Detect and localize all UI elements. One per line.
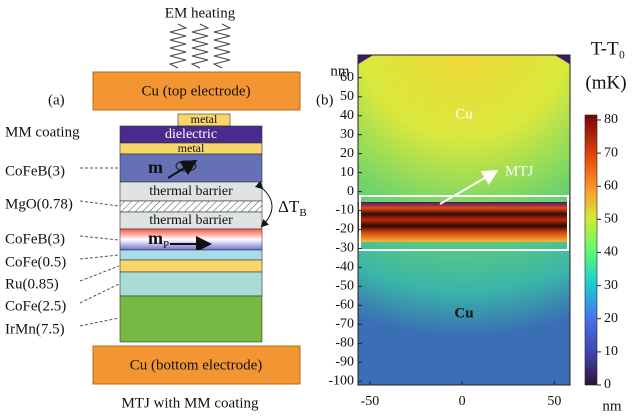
- x-tick-label: 50: [547, 394, 561, 409]
- layer-name: MM coating: [5, 124, 80, 140]
- layer-name: CoFe(0.5): [5, 254, 66, 270]
- cofe-layer: [120, 272, 262, 296]
- region-label: Cu: [454, 305, 473, 321]
- colorbar-tick-label: 60: [604, 178, 618, 193]
- colorbar-tick-label: 10: [604, 344, 618, 359]
- side-labels: MM coating CoFeB(3) MgO(0.78) CoFeB(3) CoFe(…: [5, 124, 119, 337]
- panel-a-label: (a): [48, 92, 65, 108]
- leader: [80, 255, 119, 259]
- magnetization-label: m: [148, 157, 163, 177]
- y-tick-label: -50: [335, 279, 354, 294]
- layer-name: CoFeB(3): [5, 231, 65, 247]
- y-tick-label: -10: [335, 203, 354, 218]
- delta-arrow: [262, 188, 272, 226]
- y-tick-label: 50: [340, 89, 354, 104]
- colorbar-tick-label: 50: [604, 212, 618, 227]
- y-tick-label: 10: [340, 165, 354, 180]
- colorbar-tick-label: 70: [604, 145, 618, 160]
- mgo-layer: [120, 201, 262, 212]
- layer-label: metal: [191, 112, 218, 126]
- layer-name: Ru(0.85): [5, 276, 59, 292]
- figure: EM heating Cu (top electrode) (a) metal …: [0, 0, 634, 416]
- bottom-electrode-label: Cu (bottom electrode): [130, 357, 262, 373]
- colorbar-tick-label: 0: [604, 377, 611, 392]
- layer-label: metal: [178, 141, 205, 155]
- free-layer: [120, 154, 262, 182]
- leader: [80, 318, 119, 326]
- y-tick-label: 40: [340, 108, 354, 123]
- layer-label: thermal barrier: [149, 184, 233, 199]
- colorbar: [585, 115, 597, 385]
- heating-waves: [170, 24, 230, 68]
- mtj-label: MTJ: [505, 163, 534, 179]
- colorbar-tick-label: 40: [604, 245, 618, 260]
- leader: [80, 201, 119, 206]
- top-electrode-label: Cu (top electrode): [141, 83, 250, 99]
- fixed-layer: [120, 229, 262, 250]
- delta-label: ΔTB: [278, 197, 307, 219]
- y-tick-label: -40: [335, 260, 354, 275]
- ru-layer: [120, 260, 262, 272]
- y-tick-label: 0: [347, 184, 354, 199]
- layer-name: MgO(0.78): [5, 196, 73, 212]
- layer-name: CoFeB(3): [5, 163, 65, 179]
- leader: [80, 266, 119, 281]
- colorbar-tick-label: 20: [604, 311, 618, 326]
- x-tick-label: -50: [361, 394, 380, 409]
- layer-name: CoFe(2.5): [5, 298, 66, 314]
- x-tick-label: 0: [459, 394, 466, 409]
- cofe-layer: [120, 250, 262, 260]
- y-tick-label: -30: [335, 241, 354, 256]
- colorbar-title: T-T₀: [591, 38, 625, 59]
- heatmap: [274, 32, 634, 412]
- x-unit: nm: [602, 398, 622, 414]
- caption: MTJ with MM coating: [121, 395, 259, 411]
- y-tick-label: -100: [328, 373, 354, 388]
- colorbar-unit: (mK): [585, 72, 626, 93]
- y-tick-label: -20: [335, 222, 354, 237]
- layer-name: IrMn(7.5): [5, 321, 65, 337]
- y-tick-label: -60: [335, 298, 354, 313]
- layer-label: thermal barrier: [149, 213, 233, 228]
- heating-label: EM heating: [165, 5, 236, 21]
- y-tick-label: 60: [340, 70, 354, 85]
- leader: [80, 236, 119, 240]
- y-tick-label: -70: [335, 317, 354, 332]
- y-tick-label: 20: [340, 146, 354, 161]
- y-tick-label: -80: [335, 335, 354, 350]
- y-tick-label: -90: [335, 354, 354, 369]
- colorbar-tick-label: 80: [604, 112, 618, 127]
- irmn-layer: [120, 296, 262, 342]
- y-tick-label: 30: [340, 127, 354, 142]
- panel-b-label: (b): [316, 92, 334, 108]
- region-label: Cu: [455, 106, 473, 122]
- colorbar-tick-label: 30: [604, 278, 618, 293]
- leader: [80, 284, 119, 303]
